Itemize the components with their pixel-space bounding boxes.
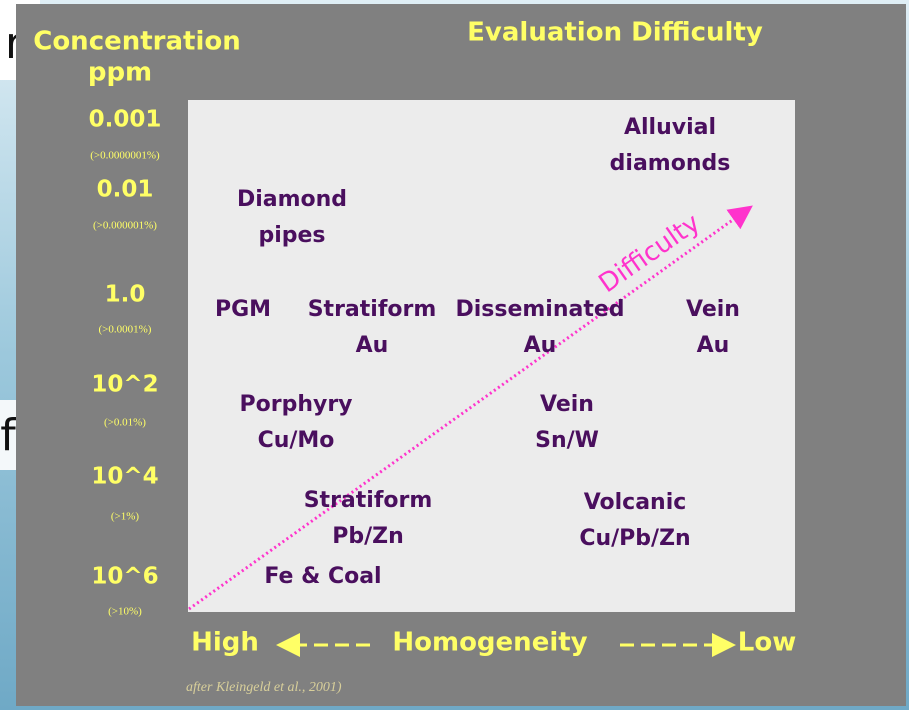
deposit-label: pipes <box>258 223 325 248</box>
deposit-label: Cu/Mo <box>258 428 335 453</box>
axis-title: Concentration <box>33 27 241 57</box>
deposit-label: Au <box>356 333 389 358</box>
x-axis-left: High <box>191 628 259 658</box>
axis-title: ppm <box>88 58 152 88</box>
deposit-label: Pb/Zn <box>332 524 404 549</box>
y-label: 0.01 <box>97 177 154 203</box>
deposit-label: Volcanic <box>584 490 687 515</box>
y-sublabel: (>1%) <box>111 511 140 523</box>
deposit-label: Vein <box>540 392 594 417</box>
deposit-label: diamonds <box>610 151 731 176</box>
deposit-label: Au <box>697 333 730 358</box>
y-label: 1.0 <box>105 282 146 308</box>
y-sublabel: (>10%) <box>108 606 142 618</box>
y-sublabel: (>0.000001%) <box>93 220 157 232</box>
slide: r f Difficulty Concentration ppm Evaluat… <box>0 0 909 710</box>
deposit-label: Fe & Coal <box>264 564 381 589</box>
x-axis-middle: Homogeneity <box>392 628 587 658</box>
y-sublabel: (>0.0000001%) <box>90 150 160 162</box>
deposit-label: Sn/W <box>535 428 599 453</box>
y-sublabel: (>0.0001%) <box>99 324 152 336</box>
deposit-label: Disseminated <box>455 297 624 322</box>
deposit-label: Cu/Pb/Zn <box>579 526 690 551</box>
background-fragment: f <box>0 410 17 461</box>
y-sublabel: (>0.01%) <box>104 417 146 429</box>
y-label: 0.001 <box>89 107 162 133</box>
deposit-label: Diamond <box>237 187 347 212</box>
deposit-label: PGM <box>215 297 271 322</box>
x-axis-right: Low <box>738 628 796 658</box>
deposit-label: Alluvial <box>624 115 716 140</box>
deposit-label: Stratiform <box>308 297 437 322</box>
y-label: 10^4 <box>91 464 158 490</box>
deposit-label: Au <box>524 333 557 358</box>
deposit-label: Stratiform <box>304 488 433 513</box>
deposit-label: Vein <box>686 297 740 322</box>
title: Evaluation Difficulty <box>467 18 763 48</box>
citation: after Kleingeld et al., 2001) <box>186 680 342 695</box>
deposit-label: Porphyry <box>239 392 352 417</box>
y-label: 10^6 <box>91 564 158 590</box>
y-label: 10^2 <box>91 372 158 398</box>
